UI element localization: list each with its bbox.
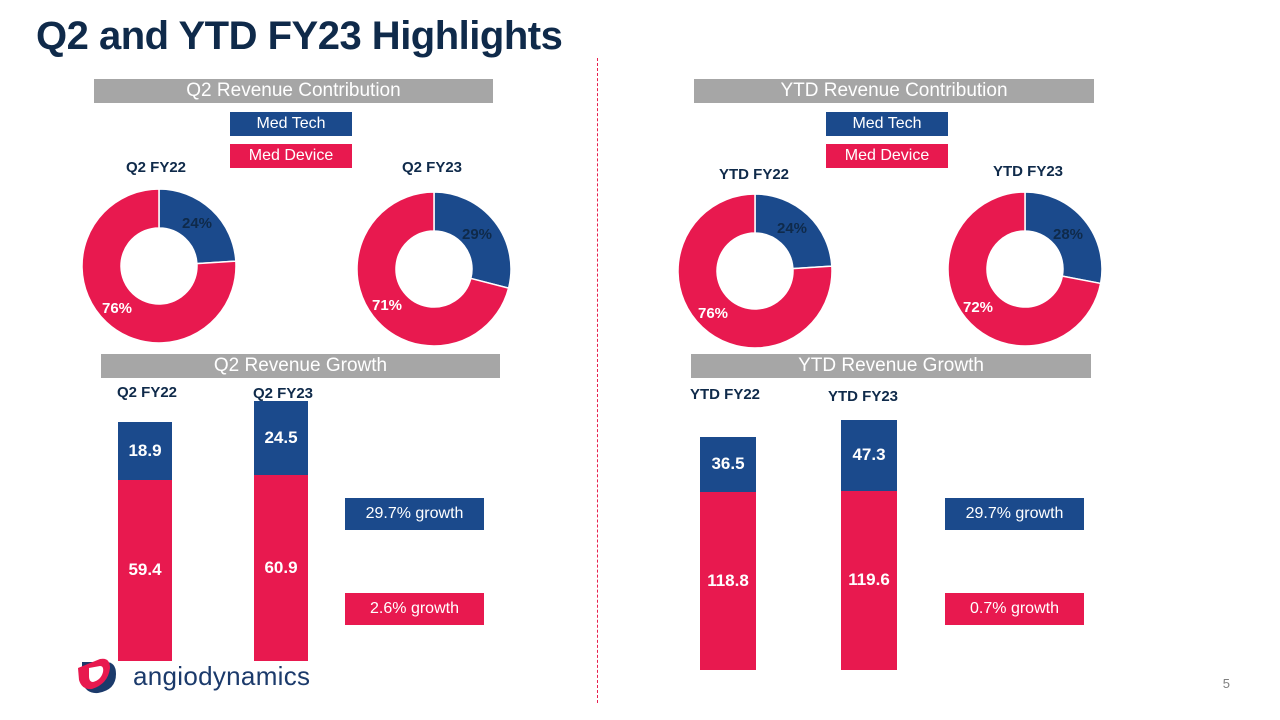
donut-label-med-tech: 29% xyxy=(462,226,493,243)
bar-category-label: YTD FY22 xyxy=(689,386,761,403)
stacked-bar-ytd-fy22: 36.5 118.8 xyxy=(700,437,756,670)
donut-label-med-device: 71% xyxy=(372,297,403,314)
donut-label-med-device: 76% xyxy=(698,305,729,322)
donut-q2-fy23 xyxy=(356,191,512,347)
stacked-bar-ytd-fy23: 47.3 119.6 xyxy=(841,419,897,670)
donut-label-med-tech: 28% xyxy=(1053,226,1084,243)
donut-ytd-fy23 xyxy=(947,191,1103,347)
donut-slice-med-tech xyxy=(1024,191,1103,285)
donut-q2-fy22 xyxy=(81,188,237,344)
bar-segment-med-tech: 36.5 xyxy=(700,437,756,492)
section-divider xyxy=(597,58,598,703)
brand-name: angiodynamics xyxy=(133,661,311,691)
q2-contribution-header: Q2 Revenue Contribution xyxy=(94,79,493,103)
med-tech-growth-badge: 29.7% growth xyxy=(345,498,484,530)
donut-label-med-device: 72% xyxy=(963,299,994,316)
donut-slice-med-device xyxy=(677,193,833,349)
bar-category-label: Q2 FY22 xyxy=(116,384,178,401)
bar-category-label: Q2 FY23 xyxy=(252,385,314,402)
med-device-growth-badge: 0.7% growth xyxy=(945,593,1084,625)
med-device-growth-badge: 2.6% growth xyxy=(345,593,484,625)
bar-category-label: YTD FY23 xyxy=(827,388,899,405)
legend-med-tech: Med Tech xyxy=(230,112,352,136)
bar-segment-med-device: 119.6 xyxy=(841,490,897,670)
donut-title: YTD FY22 xyxy=(718,166,790,183)
donut-label-med-device: 76% xyxy=(102,300,133,317)
legend-med-device: Med Device xyxy=(230,144,352,168)
donut-title: Q2 FY23 xyxy=(401,159,463,176)
bar-segment-med-tech: 24.5 xyxy=(254,400,308,476)
legend-med-tech: Med Tech xyxy=(826,112,948,136)
bar-segment-med-tech: 18.9 xyxy=(118,422,172,480)
donut-title: YTD FY23 xyxy=(992,163,1064,180)
donut-slice-med-device xyxy=(947,191,1102,347)
stacked-bar-q2-fy22: 18.9 59.4 xyxy=(118,422,172,661)
stacked-bar-q2-fy23: 24.5 60.9 xyxy=(254,400,308,661)
bar-segment-med-device: 60.9 xyxy=(254,475,308,661)
donut-slice-med-device xyxy=(356,191,510,347)
legend-med-device: Med Device xyxy=(826,144,948,168)
q2-growth-header: Q2 Revenue Growth xyxy=(101,354,500,378)
bar-segment-med-device: 118.8 xyxy=(700,491,756,670)
donut-slice-med-device xyxy=(81,188,237,344)
donut-ytd-fy22 xyxy=(677,193,833,349)
donut-title: Q2 FY22 xyxy=(125,159,187,176)
bar-segment-med-tech: 47.3 xyxy=(841,419,897,491)
med-tech-growth-badge: 29.7% growth xyxy=(945,498,1084,530)
page-number: 5 xyxy=(1222,676,1230,691)
angiodynamics-logo-icon xyxy=(78,658,116,694)
donut-label-med-tech: 24% xyxy=(182,215,213,232)
ytd-growth-header: YTD Revenue Growth xyxy=(691,354,1091,378)
bar-segment-med-device: 59.4 xyxy=(118,479,172,661)
donut-slice-med-tech xyxy=(433,191,512,290)
donut-label-med-tech: 24% xyxy=(777,220,808,237)
ytd-contribution-header: YTD Revenue Contribution xyxy=(694,79,1094,103)
page-title: Q2 and YTD FY23 Highlights xyxy=(36,14,563,58)
